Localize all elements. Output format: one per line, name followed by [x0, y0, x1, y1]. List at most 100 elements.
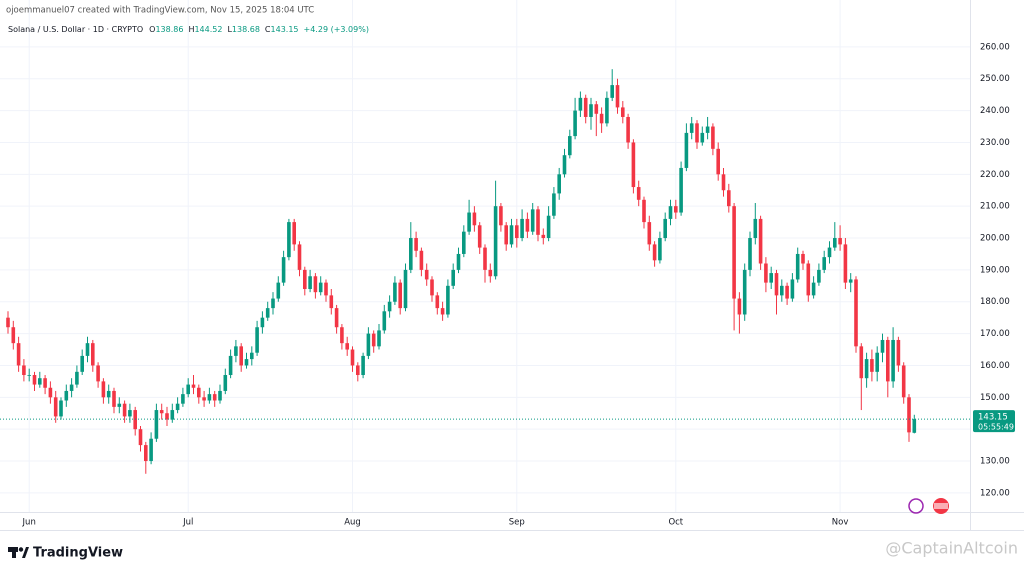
candle-body [901, 365, 906, 398]
candle-body [631, 142, 636, 188]
candle-body [329, 295, 334, 309]
candle-body [85, 343, 90, 356]
candle-body [356, 365, 360, 376]
candle-body [462, 231, 466, 254]
candle-body [191, 384, 196, 388]
candle-body [621, 107, 625, 117]
ohlc-letter: C [265, 25, 271, 34]
y-tick-label: 230.00 [980, 138, 1010, 148]
candle-body [223, 375, 228, 391]
candle-body [748, 238, 752, 270]
candle-body [753, 218, 758, 239]
candle-body [398, 282, 402, 309]
candle-body [509, 225, 514, 245]
candle-body [451, 269, 455, 286]
candle-body [53, 397, 58, 417]
candle-body [303, 269, 307, 289]
candle-body [605, 97, 609, 124]
y-tick-label: 180.00 [980, 297, 1010, 307]
candle-body [165, 413, 169, 420]
candle-body [149, 438, 153, 462]
candle-body [128, 410, 132, 417]
candle-body [599, 113, 604, 124]
candle-body [896, 339, 901, 366]
x-tick-label: Oct [668, 518, 683, 528]
y-tick-label: 250.00 [980, 74, 1010, 84]
candle-body [817, 269, 821, 283]
candle-body [32, 375, 37, 385]
candle-body [154, 410, 159, 439]
candle-body [610, 85, 614, 98]
candle-body [583, 97, 588, 117]
candle-body [117, 403, 122, 407]
candle-body [795, 253, 800, 280]
y-tick-label: 150.00 [980, 393, 1010, 403]
candle-body [711, 126, 715, 149]
candle-body [276, 282, 281, 299]
candle-body [742, 269, 747, 315]
candle-body [234, 346, 238, 356]
candle-body [536, 209, 540, 235]
ohlc-letter: O [149, 25, 155, 34]
candle-body [833, 238, 837, 248]
candle-body [11, 327, 16, 344]
candle-body [112, 390, 116, 407]
candle-body [393, 282, 397, 302]
candle-body [340, 327, 344, 344]
candle-body [361, 355, 365, 376]
candle-body [488, 269, 493, 277]
candle-body [38, 378, 42, 385]
candle-body [907, 397, 911, 433]
candle-body [636, 187, 641, 200]
candle-body [769, 273, 773, 283]
candle-body [562, 155, 567, 175]
x-tick-label: Jun [22, 518, 36, 528]
candle-body [403, 269, 408, 309]
candle-body [843, 244, 848, 283]
candle-body [573, 110, 577, 137]
candle-body [615, 85, 620, 108]
candle-body [467, 212, 471, 232]
candle-body [727, 190, 731, 207]
candle-body [377, 330, 381, 347]
candle-body [430, 279, 434, 296]
candle-body [822, 257, 826, 270]
candle-body [387, 301, 392, 312]
symbol: Solana / U.S. Dollar · 1D · CRYPTO [8, 25, 143, 34]
candle-body [811, 282, 816, 296]
candle-body [838, 238, 842, 245]
change: +4.29 (+3.09%) [304, 25, 369, 34]
candle-body [202, 397, 206, 401]
candle-body [504, 225, 508, 245]
candle-body [435, 295, 440, 309]
candle-body [806, 263, 811, 296]
toolbar-icons [908, 498, 949, 514]
candle-body [366, 333, 371, 356]
y-tick-label: 170.00 [980, 329, 1010, 339]
candle-body [663, 218, 667, 239]
candle-body [568, 136, 572, 156]
y-tick-label: 220.00 [980, 170, 1010, 180]
candle-body [318, 282, 323, 293]
legend: Solana / U.S. Dollar · 1D · CRYPTO O138.8… [8, 25, 369, 34]
candle-body [689, 123, 694, 133]
candle-body [658, 238, 662, 261]
watermark: @CaptainAltcoin [885, 539, 1018, 558]
candle-body [647, 222, 652, 245]
candle-body [716, 148, 720, 175]
candle-body [281, 257, 286, 283]
candle-body [446, 285, 450, 315]
candle-body [159, 410, 164, 414]
y-tick-label: 130.00 [980, 457, 1010, 467]
candle-body [324, 282, 328, 296]
credit: ojoemmanuel07 created with TradingView.c… [6, 6, 314, 16]
candle-body [197, 387, 201, 398]
x-tick-label: Nov [832, 518, 849, 528]
candle-body [456, 253, 461, 270]
candle-body [546, 215, 551, 239]
candle-body [732, 206, 736, 299]
candle-body [313, 276, 318, 293]
candle-body [668, 206, 673, 219]
ohlc-value: 143.15 [271, 25, 299, 34]
